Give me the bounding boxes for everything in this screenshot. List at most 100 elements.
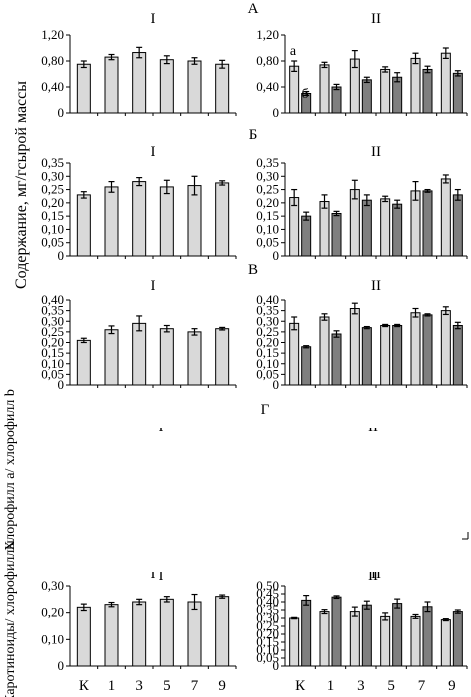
bar <box>289 617 300 667</box>
bar <box>440 619 451 667</box>
y-tick-label: 0 <box>58 658 65 673</box>
bar <box>301 346 312 386</box>
bar <box>301 215 312 257</box>
main-y-axis-label-group: Содержание, мг/гсырой массы <box>13 81 30 289</box>
bar <box>187 331 202 386</box>
y-tick-label: 1,20 <box>41 27 64 42</box>
bar <box>319 64 330 114</box>
bar <box>187 185 202 257</box>
group-title: I <box>151 144 156 160</box>
bar <box>132 322 147 386</box>
y-tick-label: 0,20 <box>256 626 279 641</box>
panel-g-fragment-mask <box>150 420 390 428</box>
chart-Г-II: II 00,050,100,150,200,250,300,350,400,450… <box>256 566 468 694</box>
bar <box>159 328 174 386</box>
y-tick-label: 0,35 <box>41 303 64 318</box>
bar <box>349 611 360 667</box>
y-tick-label: 0,25 <box>256 618 279 633</box>
panel-g-lower-fragment-left: I <box>159 568 164 584</box>
bar <box>301 599 312 667</box>
y-tick-label: 0,50 <box>256 578 279 593</box>
y-tick-label: 0,25 <box>256 324 279 339</box>
panel-g-lower-fragment-right: II <box>368 568 378 584</box>
y-tick-label: 0,05 <box>256 366 279 381</box>
y-tick-label: 0,15 <box>41 345 64 360</box>
bar <box>422 314 433 386</box>
bar <box>319 611 330 667</box>
bar <box>361 604 372 667</box>
y-tick-label: 0 <box>273 658 280 673</box>
y-tick-label: 0 <box>58 105 65 120</box>
y-tick-label: 0 <box>273 248 280 263</box>
y-tick-label: 0,10 <box>256 221 279 236</box>
bar <box>452 611 463 667</box>
y-tick-label: 0,30 <box>41 578 64 593</box>
y-tick-label: 0,25 <box>41 182 64 197</box>
bar <box>349 308 360 386</box>
bar <box>380 325 391 386</box>
chart-Г-I: I 0 0,10 0,20 0,30 К 1 3 5 7 9 <box>41 566 237 694</box>
main-y-axis-label: Содержание, мг/гсырой массы <box>13 81 30 289</box>
bar <box>215 596 230 667</box>
y-tick-label: 0,35 <box>256 303 279 318</box>
y-tick-label: 0,35 <box>256 155 279 170</box>
y-tick-label: 0,40 <box>256 79 279 94</box>
bar <box>187 601 202 667</box>
y-tick-label: 0,10 <box>256 642 279 657</box>
bar <box>319 316 330 386</box>
chl-ratio-y-axis-label-group: Хлорофилл а/ хлорофилл b <box>3 389 18 551</box>
bar <box>76 339 91 386</box>
carot-ratio-y-axis-label-group: Каротиноиды/ хлорофиллы <box>3 540 18 697</box>
bar <box>410 57 421 114</box>
x-tick-label: 9 <box>218 678 226 694</box>
annotation-b: б <box>301 87 308 102</box>
x-tick-label: 1 <box>327 678 335 694</box>
y-tick-label: 0,35 <box>41 155 64 170</box>
bar <box>349 189 360 257</box>
chart-panels: I00,400,801,20АII00,400,801,20I00,050,10… <box>41 1 469 694</box>
chart-В-II: II 00,050,100,150,200,250,300,350,40 <box>256 278 468 392</box>
y-tick-label: 0,20 <box>41 605 64 620</box>
x-tick-label: 5 <box>163 678 171 694</box>
chart-А-I: I 0 0,40 0,80 1,20 <box>41 11 237 120</box>
chart-Б-II: II 00,050,100,150,200,250,300,35 <box>256 144 468 263</box>
bar <box>422 68 433 114</box>
bar <box>452 72 463 114</box>
bar <box>392 325 403 386</box>
group-title: I <box>151 278 156 294</box>
bar <box>159 598 174 667</box>
bar <box>410 615 421 667</box>
carot-ratio-y-axis-label: Каротиноиды/ хлорофиллы <box>3 540 18 697</box>
y-tick-label: 0,30 <box>256 610 279 625</box>
chart-Б-I: I 00,050,100,150,200,250,300,35 <box>41 144 237 263</box>
y-tick-label: 0,20 <box>256 335 279 350</box>
y-tick-label: 0,20 <box>256 195 279 210</box>
y-tick-label: 0,10 <box>41 356 64 371</box>
bar <box>331 212 342 257</box>
x-tick-label: 7 <box>418 678 426 694</box>
y-tick-label: 0,30 <box>256 168 279 183</box>
bar <box>452 325 463 386</box>
bar <box>392 76 403 114</box>
bar <box>132 52 147 114</box>
bar <box>331 333 342 386</box>
bar <box>104 329 119 386</box>
y-tick-label: 0,30 <box>41 313 64 328</box>
x-tick-label: 7 <box>191 678 199 694</box>
bar <box>331 86 342 114</box>
y-tick-label: 1,20 <box>256 27 279 42</box>
bar <box>410 312 421 386</box>
y-tick-label: 0,30 <box>256 313 279 328</box>
panel-g-lower-fragment-mask <box>140 563 400 572</box>
group-title: II <box>371 144 381 160</box>
y-tick-label: 0,15 <box>256 208 279 223</box>
bar <box>215 328 230 386</box>
bar <box>361 79 372 114</box>
x-tick-label: К <box>295 678 306 694</box>
bar <box>392 603 403 667</box>
bar <box>159 186 174 257</box>
bar <box>361 199 372 257</box>
panel-letter: В <box>248 262 258 278</box>
bar <box>440 178 451 257</box>
